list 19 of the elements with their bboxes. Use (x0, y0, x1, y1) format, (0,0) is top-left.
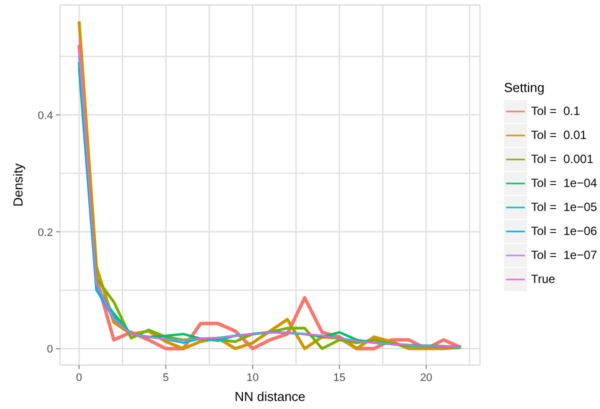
legend-label: Tol = 1e−05 (531, 200, 598, 214)
y-axis-title: Density (10, 162, 26, 207)
x-tick-label: 15 (333, 372, 346, 384)
x-tick-label: 10 (246, 372, 259, 384)
legend-label: True (531, 272, 556, 286)
x-axis-title: NN distance (234, 389, 306, 404)
y-tick-label: 0.4 (38, 110, 53, 122)
y-tick-label: 0.2 (38, 226, 53, 239)
legend-label: Tol = 1e−07 (531, 248, 598, 262)
legend-label: Tol = 1e−04 (531, 176, 598, 190)
legend-title: Setting (504, 80, 546, 95)
x-tick-label: 5 (162, 372, 169, 384)
legend-label: Tol = 0.1 (531, 104, 580, 118)
x-tick-label: 0 (76, 372, 82, 384)
x-tick-label: 20 (420, 372, 432, 384)
y-tick-label: 0 (46, 344, 53, 356)
legend-label: Tol = 0.001 (531, 152, 594, 166)
legend-label: Tol = 0.01 (531, 128, 587, 142)
legend-label: Tol = 1e−06 (531, 224, 598, 238)
